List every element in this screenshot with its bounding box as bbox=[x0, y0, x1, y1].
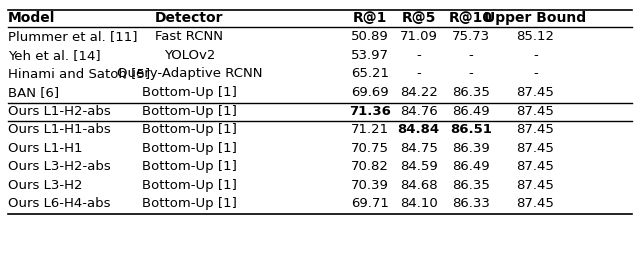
Text: 87.45: 87.45 bbox=[516, 197, 554, 210]
Text: Ours L1-H1: Ours L1-H1 bbox=[8, 142, 83, 155]
Text: 50.89: 50.89 bbox=[351, 30, 388, 43]
Text: Bottom-Up [1]: Bottom-Up [1] bbox=[142, 123, 237, 136]
Text: Detector: Detector bbox=[155, 11, 223, 25]
Text: 65.21: 65.21 bbox=[351, 67, 388, 80]
Text: Ours L3-H2: Ours L3-H2 bbox=[8, 179, 83, 192]
Text: 87.45: 87.45 bbox=[516, 123, 554, 136]
Text: 86.33: 86.33 bbox=[452, 197, 490, 210]
Text: 69.71: 69.71 bbox=[351, 197, 388, 210]
Text: Ours L1-H1-abs: Ours L1-H1-abs bbox=[8, 123, 111, 136]
Text: 84.84: 84.84 bbox=[397, 123, 440, 136]
Text: 86.39: 86.39 bbox=[452, 142, 490, 155]
Text: Bottom-Up [1]: Bottom-Up [1] bbox=[142, 179, 237, 192]
Text: Yeh et al. [14]: Yeh et al. [14] bbox=[8, 49, 100, 62]
Text: Ours L3-H2-abs: Ours L3-H2-abs bbox=[8, 160, 111, 173]
Text: R@5: R@5 bbox=[401, 11, 436, 25]
Text: -: - bbox=[468, 67, 474, 80]
Text: 70.39: 70.39 bbox=[351, 179, 388, 192]
Text: 70.75: 70.75 bbox=[351, 142, 388, 155]
Text: Ours L1-H2-abs: Ours L1-H2-abs bbox=[8, 105, 111, 117]
Text: 84.76: 84.76 bbox=[400, 105, 438, 117]
Text: 87.45: 87.45 bbox=[516, 160, 554, 173]
Text: 85.12: 85.12 bbox=[516, 30, 554, 43]
Text: 87.45: 87.45 bbox=[516, 179, 554, 192]
Text: -: - bbox=[468, 49, 474, 62]
Text: -: - bbox=[417, 49, 421, 62]
Text: 87.45: 87.45 bbox=[516, 142, 554, 155]
Text: 86.49: 86.49 bbox=[452, 160, 490, 173]
Text: 84.22: 84.22 bbox=[400, 86, 438, 99]
Text: BAN [6]: BAN [6] bbox=[8, 86, 59, 99]
Text: 84.75: 84.75 bbox=[400, 142, 438, 155]
Text: R@10: R@10 bbox=[449, 11, 493, 25]
Text: 87.45: 87.45 bbox=[516, 86, 554, 99]
Text: 86.49: 86.49 bbox=[452, 105, 490, 117]
Text: Hinami and Satoh [5]: Hinami and Satoh [5] bbox=[8, 67, 150, 80]
Text: 71.21: 71.21 bbox=[351, 123, 388, 136]
Text: 84.59: 84.59 bbox=[400, 160, 438, 173]
Text: 87.45: 87.45 bbox=[516, 105, 554, 117]
Text: Model: Model bbox=[8, 11, 55, 25]
Text: Bottom-Up [1]: Bottom-Up [1] bbox=[142, 105, 237, 117]
Text: Upper Bound: Upper Bound bbox=[484, 11, 586, 25]
Text: Ours L6-H4-abs: Ours L6-H4-abs bbox=[8, 197, 110, 210]
Text: Fast RCNN: Fast RCNN bbox=[156, 30, 223, 43]
Text: 53.97: 53.97 bbox=[351, 49, 388, 62]
Text: 84.68: 84.68 bbox=[400, 179, 438, 192]
Text: Bottom-Up [1]: Bottom-Up [1] bbox=[142, 197, 237, 210]
Text: 70.82: 70.82 bbox=[351, 160, 388, 173]
Text: 69.69: 69.69 bbox=[351, 86, 388, 99]
Text: 71.09: 71.09 bbox=[400, 30, 438, 43]
Text: Bottom-Up [1]: Bottom-Up [1] bbox=[142, 142, 237, 155]
Text: 84.10: 84.10 bbox=[400, 197, 438, 210]
Text: 86.51: 86.51 bbox=[450, 123, 492, 136]
Text: -: - bbox=[533, 49, 538, 62]
Text: Query-Adaptive RCNN: Query-Adaptive RCNN bbox=[116, 67, 262, 80]
Text: YOLOv2: YOLOv2 bbox=[164, 49, 215, 62]
Text: R@1: R@1 bbox=[353, 11, 387, 25]
Text: 75.73: 75.73 bbox=[452, 30, 490, 43]
Text: Plummer et al. [11]: Plummer et al. [11] bbox=[8, 30, 137, 43]
Text: -: - bbox=[533, 67, 538, 80]
Text: 71.36: 71.36 bbox=[349, 105, 390, 117]
Text: Bottom-Up [1]: Bottom-Up [1] bbox=[142, 86, 237, 99]
Text: Bottom-Up [1]: Bottom-Up [1] bbox=[142, 160, 237, 173]
Text: -: - bbox=[417, 67, 421, 80]
Text: 86.35: 86.35 bbox=[452, 86, 490, 99]
Text: 86.35: 86.35 bbox=[452, 179, 490, 192]
